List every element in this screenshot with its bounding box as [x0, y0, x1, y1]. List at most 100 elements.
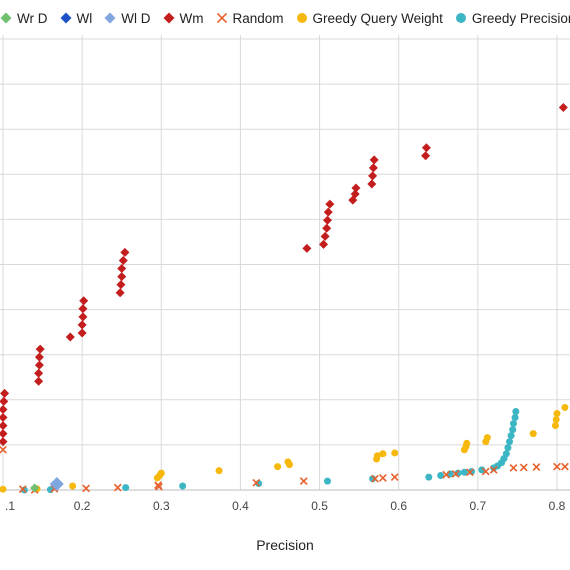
data-point: [179, 482, 187, 490]
data-point: [509, 420, 517, 428]
data-point: [561, 403, 569, 411]
data-point: [322, 223, 332, 233]
series-greedy-query-weight: [0, 403, 569, 493]
legend-label: Greedy Precision: [471, 10, 570, 26]
data-point: [18, 485, 27, 494]
legend-marker-shape: [163, 12, 174, 24]
data-point: [79, 296, 89, 306]
data-point: [319, 239, 329, 249]
data-point: [529, 430, 537, 438]
data-point: [252, 478, 261, 487]
circle-marker-icon: [296, 13, 307, 23]
data-point: [460, 468, 468, 476]
x-tick-label: 0.5: [311, 499, 328, 513]
series-wr-d: [30, 483, 40, 493]
data-point: [0, 413, 8, 423]
data-point: [421, 151, 431, 161]
data-point: [0, 485, 7, 493]
x-tick-label: 0.3: [153, 499, 170, 513]
legend-item: Random: [216, 11, 284, 26]
data-point: [274, 463, 282, 471]
data-point: [378, 474, 387, 482]
data-point: [425, 473, 433, 481]
data-point: [379, 450, 387, 458]
data-point: [368, 163, 378, 173]
data-point: [49, 476, 64, 491]
data-point: [483, 434, 491, 442]
data-point: [34, 368, 44, 378]
data-point: [512, 407, 520, 415]
circle-marker-icon: [455, 13, 466, 23]
data-point: [284, 458, 292, 466]
data-point: [504, 444, 512, 452]
x-axis-ticks: .1 0.2 0.3 0.4 0.5 0.6 0.7 0.8: [5, 499, 566, 513]
data-point: [34, 360, 44, 370]
series-wm: [0, 102, 568, 447]
data-point: [78, 312, 88, 322]
data-point: [509, 426, 517, 434]
data-point: [82, 484, 90, 493]
data-point: [325, 199, 335, 209]
data-point: [511, 414, 519, 422]
data-point: [507, 432, 515, 440]
data-point: [351, 183, 361, 193]
x-tick-label: 0.6: [390, 499, 407, 513]
diamond-marker-icon: [104, 12, 116, 24]
data-point: [69, 482, 77, 490]
data-point: [113, 483, 122, 492]
chart-legend: Wr D Wl Wl D Wm Random Greedy Query Weight Gre…: [0, 8, 570, 28]
data-point: [509, 463, 518, 472]
data-point: [0, 421, 8, 431]
data-point: [0, 388, 10, 398]
data-point: [323, 477, 331, 485]
data-point: [561, 462, 569, 471]
legend-marker-shape: [60, 12, 71, 24]
data-point: [117, 272, 127, 282]
data-point: [155, 482, 163, 491]
data-point: [65, 332, 75, 342]
data-point: [466, 468, 474, 477]
data-point: [553, 409, 561, 417]
diamond-marker-icon: [163, 12, 174, 24]
data-point: [481, 467, 490, 476]
legend-marker-shape: [455, 13, 466, 23]
data-point: [302, 243, 312, 253]
legend-label: Wm: [179, 10, 204, 26]
data-point: [421, 143, 431, 153]
data-point: [553, 462, 561, 471]
data-point: [122, 484, 130, 492]
data-point: [215, 467, 223, 475]
data-point: [350, 189, 360, 199]
data-point: [369, 155, 379, 165]
data-point: [30, 483, 40, 493]
legend-item: Wl D: [104, 11, 151, 26]
data-point: [506, 438, 514, 446]
data-point: [116, 280, 126, 290]
data-point: [35, 344, 45, 354]
diamond-marker-icon: [0, 12, 12, 24]
data-point: [391, 449, 399, 457]
legend-marker-shape: [0, 12, 12, 24]
x-tick-label: 0.7: [470, 499, 487, 513]
legend-item: Wr D: [0, 11, 48, 26]
data-point: [390, 473, 399, 482]
data-point: [0, 404, 8, 414]
data-point: [115, 288, 125, 298]
data-point: [120, 247, 130, 257]
data-point: [371, 474, 379, 483]
legend-item: Greedy Query Weight: [296, 11, 443, 26]
data-point: [368, 171, 378, 181]
data-point: [77, 328, 87, 338]
legend-item: Greedy Precision: [455, 11, 570, 26]
data-points: [0, 102, 569, 494]
legend-marker-shape: [104, 12, 116, 24]
legend-label: Greedy Query Weight: [312, 10, 443, 26]
data-point: [77, 320, 87, 330]
data-point: [323, 207, 333, 217]
data-point: [478, 466, 486, 474]
legend-item: Wm: [163, 11, 204, 26]
x-tick-label: 0.8: [549, 499, 566, 513]
diamond-marker-icon: [60, 12, 71, 24]
legend-label: Wl: [76, 10, 93, 26]
